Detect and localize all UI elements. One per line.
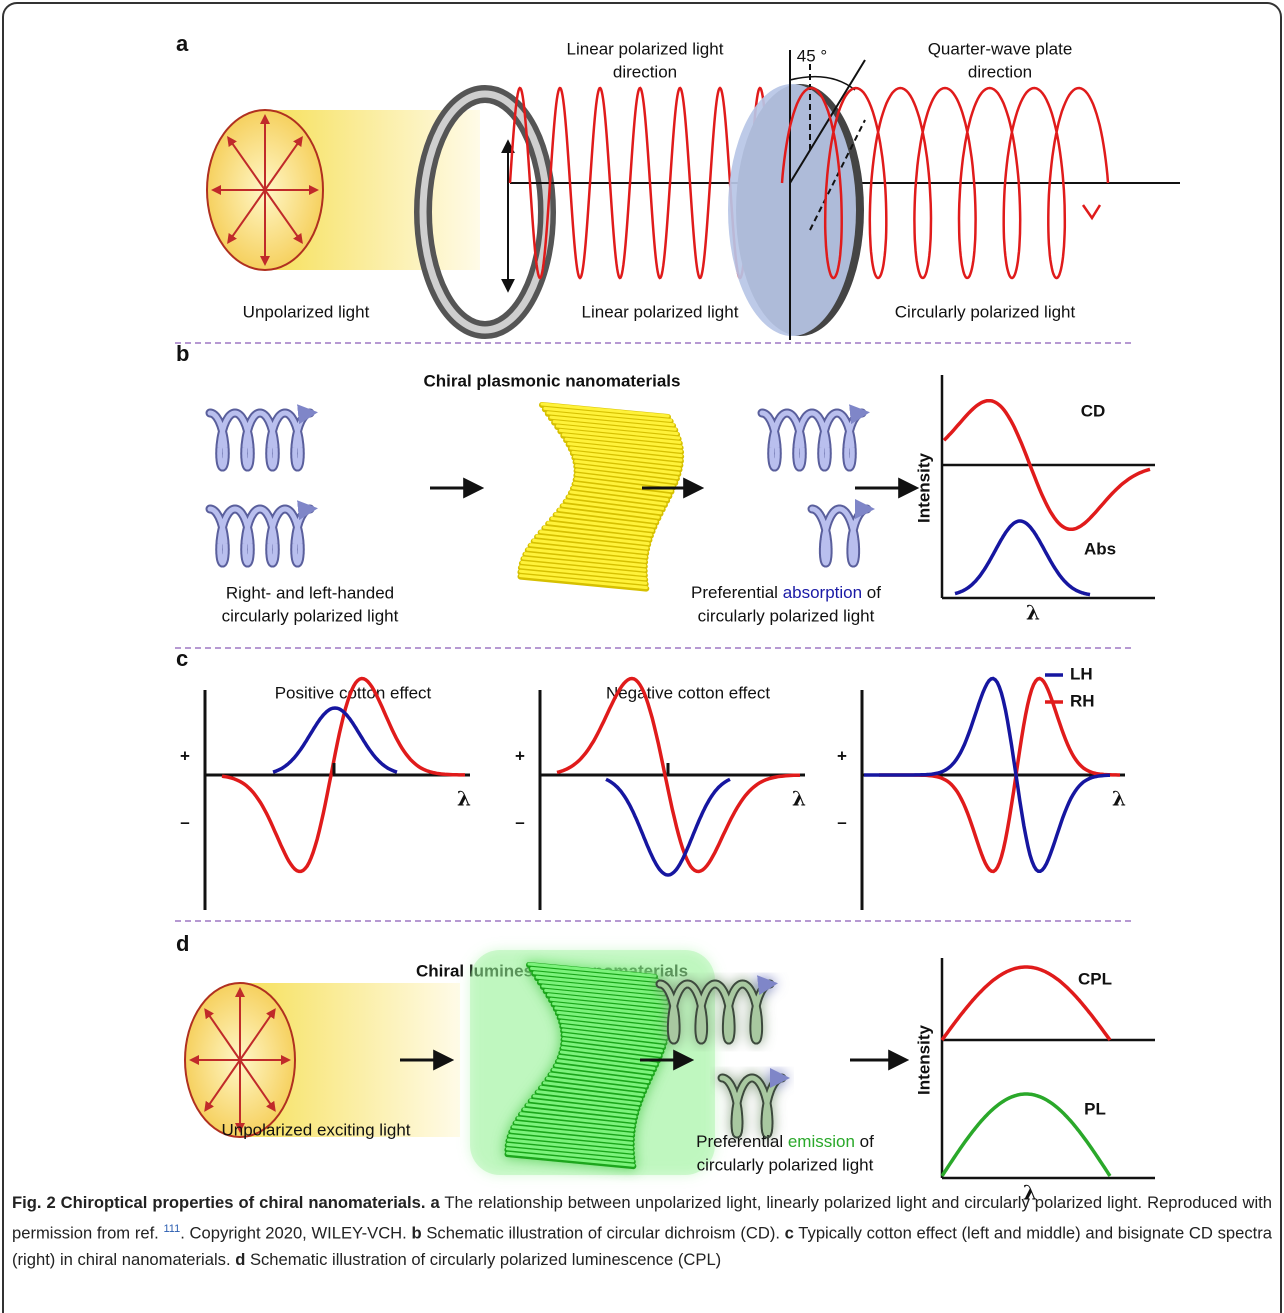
- page: a Linear polarized light direction 45 ° Quar…: [0, 0, 1284, 1313]
- caption-text: Fig. 2 Chiroptical properties of chiral …: [12, 1193, 425, 1212]
- wave-arrow: [1083, 205, 1100, 218]
- helix: [210, 413, 310, 467]
- label: Preferential absorption of: [691, 583, 881, 602]
- label: direction: [968, 62, 1032, 81]
- label: a: [176, 31, 189, 56]
- label: –: [515, 812, 524, 831]
- label: d: [176, 931, 189, 956]
- caption-text: d: [235, 1250, 245, 1269]
- helix: [762, 413, 862, 467]
- label: circularly polarized light: [697, 1155, 874, 1174]
- label: –: [837, 812, 846, 831]
- helix: [722, 1078, 782, 1134]
- label: c: [176, 646, 188, 671]
- label-part: of: [855, 1132, 874, 1151]
- label: CD: [1081, 401, 1106, 420]
- label: Unpolarized exciting light: [222, 1120, 411, 1139]
- caption-text: 111: [164, 1223, 181, 1235]
- label: Preferential emission of: [696, 1132, 874, 1151]
- nanorod-stack: [520, 404, 681, 589]
- helix: [812, 509, 867, 563]
- caption-text: . Copyright 2020, WILEY-VCH.: [180, 1224, 411, 1243]
- label: λ: [457, 787, 471, 811]
- label: λ: [1026, 601, 1040, 625]
- helix: [210, 509, 310, 563]
- label: LH: [1070, 664, 1093, 683]
- label: Linear polarized light: [567, 39, 724, 58]
- label: Linear polarized light: [582, 302, 739, 321]
- abs-curve: [955, 521, 1090, 595]
- label: λ: [1112, 787, 1126, 811]
- label: Intensity: [914, 1025, 933, 1095]
- label: 45 °: [797, 46, 827, 65]
- figure: a Linear polarized light direction 45 ° Quar…: [0, 0, 1284, 1313]
- label: Circularly polarized light: [895, 302, 1076, 321]
- label-highlight: absorption: [783, 583, 862, 602]
- caption-text: c: [785, 1224, 794, 1243]
- helix-tube: [210, 509, 310, 563]
- caption-text: Schematic illustration of circular dichr…: [422, 1224, 785, 1243]
- caption-text: Schematic illustration of circularly pol…: [245, 1250, 721, 1269]
- caption-text: b: [411, 1224, 421, 1243]
- label-part: Preferential: [691, 583, 783, 602]
- label: CPL: [1078, 969, 1112, 988]
- label: Quarter-wave plate: [928, 39, 1073, 58]
- label: +: [837, 746, 847, 765]
- helix-tube: [210, 413, 310, 467]
- label: Negative cotton effect: [606, 683, 770, 702]
- label: Intensity: [914, 453, 933, 523]
- label: PL: [1084, 1099, 1106, 1118]
- helix-tube: [762, 413, 862, 467]
- label-part: Preferential: [696, 1132, 788, 1151]
- label: Unpolarized light: [243, 302, 370, 321]
- label: Abs: [1084, 539, 1116, 558]
- label: circularly polarized light: [222, 606, 399, 625]
- label: b: [176, 341, 189, 366]
- label: –: [180, 812, 189, 831]
- caption: Fig. 2 Chiroptical properties of chiral …: [12, 1190, 1272, 1273]
- label: direction: [613, 62, 677, 81]
- label: Chiral plasmonic nanomaterials: [424, 371, 681, 390]
- label: +: [180, 746, 190, 765]
- label: RH: [1070, 691, 1095, 710]
- label: λ: [792, 787, 806, 811]
- label: +: [515, 746, 525, 765]
- caption-text: a: [425, 1193, 439, 1212]
- label-part: of: [862, 583, 881, 602]
- label: Right- and left-handed: [226, 583, 394, 602]
- label-highlight: emission: [788, 1132, 855, 1151]
- label: circularly polarized light: [698, 606, 875, 625]
